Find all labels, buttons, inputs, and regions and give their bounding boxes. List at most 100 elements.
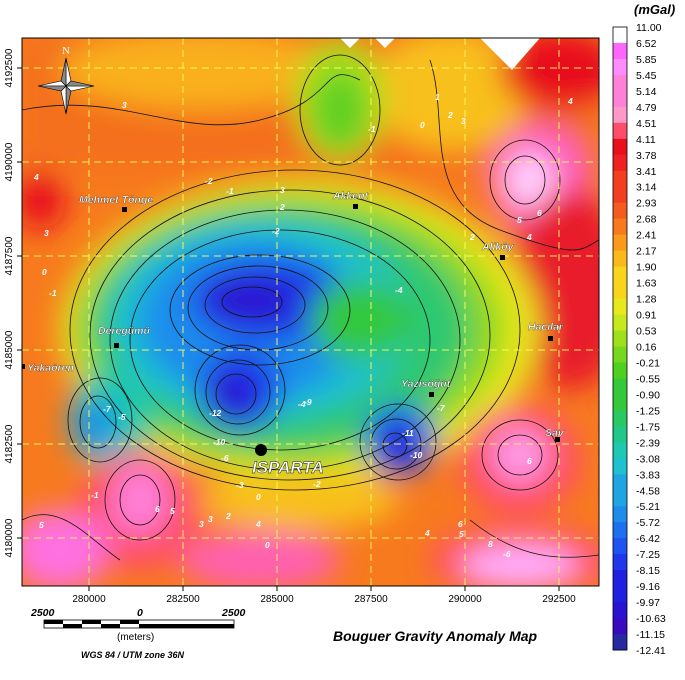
town-label-yakaoren: Yakaören — [27, 362, 74, 374]
legend-swatch — [613, 106, 627, 124]
legend-swatch — [613, 234, 627, 252]
legend-label: 6.52 — [636, 38, 657, 50]
legend-label: 0.16 — [636, 341, 657, 353]
contour-label: 6 — [155, 504, 160, 514]
contour-label: 5 — [170, 506, 175, 516]
legend-unit: (mGal) — [634, 2, 675, 17]
legend-label: -7.25 — [636, 549, 660, 561]
legend-swatch — [613, 27, 627, 44]
legend-label: -6.42 — [636, 533, 660, 545]
contour-label: -12 — [209, 408, 222, 418]
contour-label: 2 — [225, 511, 231, 521]
contour-label: -2 — [272, 226, 280, 236]
contour-label: 6 — [458, 519, 463, 529]
legend-swatch — [613, 186, 627, 204]
legend-swatch — [613, 218, 627, 236]
contour-label: -6 — [503, 549, 511, 559]
town-label-alikoy: Aliköy — [481, 241, 515, 253]
legend-swatch — [613, 618, 627, 635]
legend-swatch — [613, 426, 627, 443]
legend-label: -0.55 — [636, 373, 660, 385]
legend-swatch — [613, 474, 627, 491]
legend-swatch — [613, 506, 627, 523]
y-tick-label: 4185000 — [4, 330, 15, 369]
legend-swatch — [613, 250, 627, 268]
legend-swatch — [613, 74, 627, 92]
contour-label: 0 — [265, 540, 270, 550]
legend-label: -8.15 — [636, 565, 660, 577]
legend-label: -3.08 — [636, 453, 660, 465]
x-tick-label: 285000 — [260, 594, 294, 605]
town-label-yazisogut: Yazısöğüt — [401, 378, 451, 390]
contour-label: 2 — [469, 232, 475, 242]
legend-swatch — [613, 298, 627, 316]
contour-value-labels: 3 4 3 0 -1 -2 2 -1 0 1 2 3 4 -2 -1 3 2 4… — [33, 92, 573, 559]
legend-swatch — [613, 90, 627, 108]
north-arrow-icon — [37, 57, 95, 115]
legend-label: 3.78 — [636, 150, 657, 162]
town-markers — [22, 204, 560, 456]
legend-swatch — [613, 458, 627, 475]
legend-label: 2.41 — [636, 230, 657, 242]
contour-label: 4 — [567, 96, 573, 106]
town-marker — [22, 364, 25, 369]
contour-label: -1 — [91, 490, 99, 500]
y-tick-label: 4182500 — [4, 424, 15, 463]
legend-swatch — [613, 282, 627, 300]
legend-label: -9.16 — [636, 581, 660, 593]
axis-ticks — [17, 67, 560, 591]
legend-label: 11.00 — [636, 22, 662, 34]
legend-label: -1.75 — [636, 421, 660, 433]
grid-lines — [22, 38, 599, 586]
y-tick-label: 4187500 — [4, 236, 15, 275]
legend-swatch — [613, 442, 627, 459]
legend-label: 4.51 — [636, 118, 657, 130]
contour-label: 4 — [33, 172, 39, 182]
contour-label: 5 — [459, 529, 464, 539]
legend-label: 3.41 — [636, 166, 657, 178]
contour-label: -3 — [236, 480, 244, 490]
legend-label: -0.21 — [636, 357, 660, 369]
legend-label: 2.68 — [636, 214, 657, 226]
contour-label: -4 — [298, 399, 306, 409]
legend-swatch — [613, 314, 627, 332]
legend-label: -5.72 — [636, 517, 660, 529]
contour-label: -2 — [313, 479, 321, 489]
legend-label: -12.41 — [636, 645, 666, 657]
legend-swatch — [613, 266, 627, 284]
town-label-hacilar: Hacılar — [528, 321, 564, 333]
contour-label: 3 — [199, 519, 204, 529]
legend-label: 5.14 — [636, 86, 657, 98]
x-tick-label: 287500 — [354, 594, 388, 605]
legend-label: 0.91 — [636, 310, 657, 322]
scale-unit: (meters) — [117, 632, 154, 643]
y-tick-label: 4192500 — [4, 48, 15, 87]
legend-swatch — [613, 490, 627, 507]
contour-label: 3 — [122, 100, 127, 110]
y-tick-label: 4190000 — [4, 142, 15, 181]
contour-label: 5 — [517, 215, 522, 225]
y-axis-labels: 4192500 4190000 4187500 4185000 4182500 … — [4, 48, 15, 557]
contour-label: 0 — [420, 120, 425, 130]
legend-swatch — [613, 138, 627, 156]
town-label-deregumu: Deregümü — [98, 325, 151, 337]
contour-lines-sharp — [22, 54, 599, 561]
legend-label: 2.17 — [636, 246, 657, 258]
legend-label: 0.53 — [636, 326, 657, 338]
town-marker — [353, 204, 358, 209]
x-tick-label: 282500 — [166, 594, 200, 605]
contour-label: -4 — [395, 285, 403, 295]
legend-swatch — [613, 58, 627, 76]
legend-swatch — [613, 202, 627, 220]
contour-label: -7 — [437, 403, 446, 413]
y-tick-label: 4180000 — [4, 518, 15, 557]
legend-label: 1.63 — [636, 278, 657, 290]
legend-label: 3.14 — [636, 182, 657, 194]
town-marker — [114, 343, 119, 348]
legend-swatch — [613, 170, 627, 188]
town-marker — [548, 336, 553, 341]
anomaly-raster: 3 4 3 0 -1 -2 2 -1 0 1 2 3 4 -2 -1 3 2 4… — [22, 38, 599, 586]
legend-label: 4.11 — [636, 134, 656, 146]
contour-label: 4 — [526, 232, 532, 242]
